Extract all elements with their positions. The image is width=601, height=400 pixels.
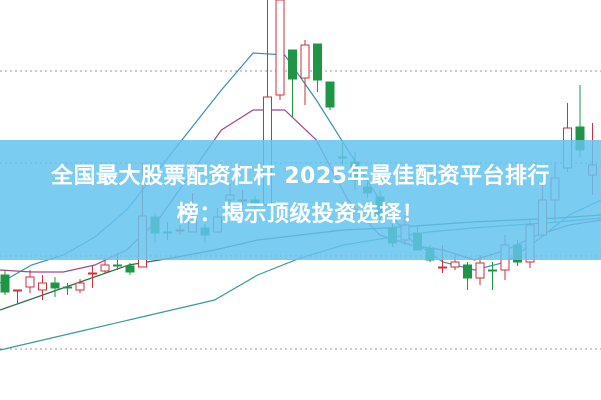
title-banner — [0, 140, 601, 260]
candle-body — [125, 265, 135, 273]
candle-body — [50, 282, 60, 289]
candle-body — [38, 282, 47, 291]
candle-body — [463, 264, 472, 279]
candle-body — [438, 266, 447, 269]
candle-body — [288, 49, 297, 80]
candle-body — [325, 81, 335, 108]
title-line-2: 榜：揭示顶级投资选择！ — [176, 202, 425, 227]
candle-body — [100, 264, 110, 272]
title-line-1: 全国最大股票配资杠杆 2025年最佳配资平台排行 — [51, 164, 550, 189]
candle-body — [63, 286, 72, 289]
candle-body — [450, 261, 460, 268]
candle-body — [88, 272, 97, 275]
candle-body — [300, 44, 310, 79]
article-title: 全国最大股票配资杠杆 2025年最佳配资平台排行 榜：揭示顶级投资选择！ — [0, 158, 601, 234]
candle-body — [0, 274, 10, 293]
candle-body — [25, 276, 35, 288]
candle-body — [275, 0, 285, 96]
candle-body — [113, 264, 122, 267]
candle-body — [75, 282, 85, 291]
candle-body — [488, 269, 497, 272]
candle-body — [13, 289, 22, 292]
candle-body — [475, 262, 485, 279]
candle-body — [313, 43, 322, 81]
